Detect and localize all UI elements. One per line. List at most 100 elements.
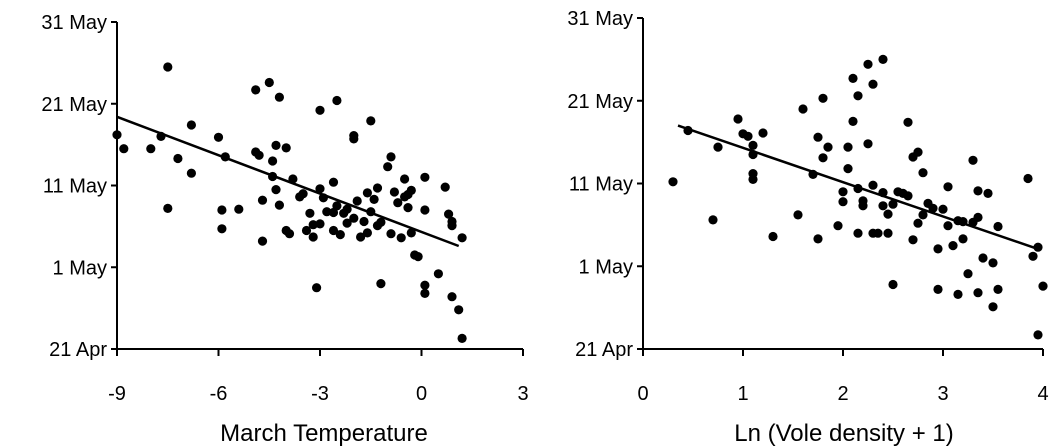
temperature-data-point [163,203,173,213]
vole-density-data-point [933,284,943,294]
temperature-data-point [386,229,396,239]
vole-density-data-point [843,142,853,152]
temperature-y-tick-label: 21 Apr [49,339,107,361]
temperature-data-point [335,230,345,240]
temperature-y-tick-label: 21 May [41,94,107,116]
temperature-data-point [315,105,325,115]
vole-density-data-point [823,142,833,152]
temperature-data-point [284,229,295,239]
temperature-data-point [440,182,450,192]
temperature-data-point [328,225,339,236]
vole-density-data-point [748,140,758,150]
vole-density-data-point [938,204,948,214]
temperature-data-point [393,198,403,208]
vole-density-data-point [708,215,718,225]
vole-density-data-point [1038,281,1048,291]
temperature-data-point [342,204,352,214]
vole-density-data-point [848,116,858,126]
vole-density-data-point [948,241,958,251]
temperature-data-point [444,209,454,219]
vole-density-data-point [963,269,973,279]
temperature-data-point [315,184,325,194]
vole-density-data-point [878,54,888,64]
temperature-data-point [271,140,281,150]
temperature-data-point [376,217,386,227]
vole-density-data-point [793,210,803,220]
temperature-data-point [389,187,399,197]
vole-density-data-point [913,218,923,228]
temperature-x-tick-label: -3 [311,383,329,405]
temperature-data-point [362,188,372,198]
vole-density-data-point [973,288,983,298]
temperature-data-point [356,232,366,242]
temperature-data-point [315,219,325,229]
vole-density-data-point [928,203,938,213]
vole-density-data-point [853,91,863,101]
vole-density-data-point [863,139,873,149]
vole-density-data-point [713,142,723,152]
temperature-data-point [264,77,274,88]
temperature-data-point [271,185,281,195]
vole-density-data-point [868,79,878,89]
vole-density-x-tick-label: 1 [737,383,748,405]
vole-density-data-point [988,302,998,312]
vole-density-data-point [733,114,743,124]
vole-density-y-tick-label: 21 Apr [575,339,633,361]
temperature-data-point [234,204,244,214]
vole-density-data-point [743,131,753,141]
temperature-data-point [420,205,430,215]
temperature-data-point [457,233,467,243]
temperature-data-point [163,62,173,72]
vole-density-data-point [908,235,918,245]
vole-density-data-point [978,253,988,263]
temperature-y-tick-label: 11 May [43,176,107,198]
vole-density-data-point [883,228,893,238]
vole-density-data-point [873,228,883,238]
temperature-data-point [213,132,224,142]
temperature-data-point [274,92,284,102]
temperature-data-point [322,207,332,217]
vole-density-data-point [918,210,928,220]
vole-density-trend-line [677,124,1041,251]
temperature-data-point [186,120,196,130]
temperature-x-tick-label: -6 [210,383,228,405]
vole-density-data-point [838,187,848,197]
vole-density-data-point [883,209,893,219]
temperature-data-point [217,205,227,215]
temperature-data-point [308,232,318,242]
temperature-data-point [383,162,393,172]
vole-density-data-point [813,234,823,244]
vole-density-data-point [943,221,953,231]
vole-density-data-point [933,244,943,254]
vole-density-data-point [818,93,828,103]
temperature-x-tick-label: -9 [108,383,126,405]
temperature-data-point [328,177,339,187]
temperature-data-point [308,220,318,230]
temperature-data-point [447,292,457,302]
temperature-data-point [349,134,359,144]
vole-density-data-point [838,197,848,207]
temperature-data-point [257,195,268,205]
temperature-data-point [386,152,396,162]
vole-density-data-point [868,180,878,190]
vole-density-data-point [958,234,968,244]
vole-density-data-point [953,289,963,299]
vole-density-x-tick-label: 0 [637,383,648,405]
vole-density-data-point [833,221,843,231]
vole-density-data-point [768,231,778,242]
temperature-data-point [433,269,443,279]
vole-density-data-point [748,174,758,184]
temperature-panel: March Temperature 21 Apr 1 May 11 May 21 Ma… [41,12,528,447]
temperature-data-point [251,85,261,95]
temperature-data-point [454,305,464,315]
temperature-data-point [301,225,312,236]
vole-density-data-point [913,147,923,157]
vole-density-y-tick-label: 11 May [569,174,633,196]
temperature-data-point [349,213,359,223]
temperature-data-point [268,156,278,166]
vole-density-data-point [813,132,823,142]
vole-density-data-point [888,199,898,209]
temperature-trend-line [116,115,460,248]
temperature-data-point [376,279,386,289]
vole-density-data-point [993,221,1003,232]
